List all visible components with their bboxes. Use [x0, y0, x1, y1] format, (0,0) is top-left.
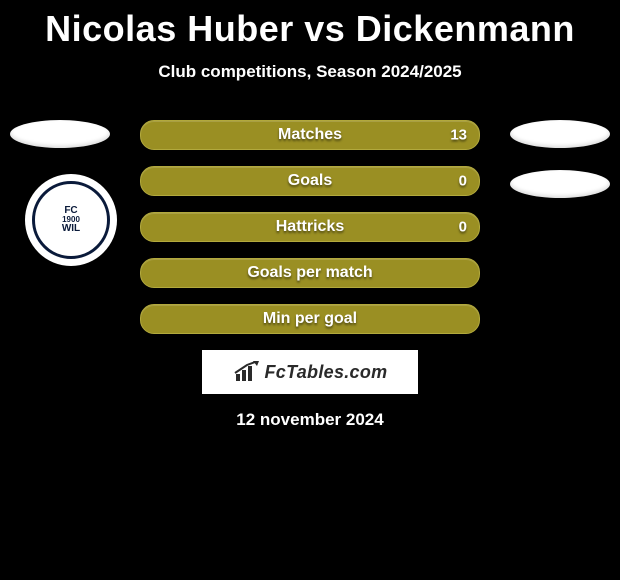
- stat-value: 0: [459, 173, 467, 190]
- stat-bar-goals: Goals 0: [140, 166, 480, 196]
- stat-label: Goals: [288, 172, 332, 190]
- player-slot-right-1: [510, 120, 610, 148]
- club-badge-inner: FC 1900 WIL: [32, 181, 110, 259]
- stat-bar-min-per-goal: Min per goal: [140, 304, 480, 334]
- stat-label: Goals per match: [247, 264, 372, 282]
- player-slot-left: [10, 120, 110, 148]
- page-title: Nicolas Huber vs Dickenmann: [0, 0, 620, 50]
- comparison-stage: FC 1900 WIL Matches 13 Goals 0 Hattricks…: [0, 120, 620, 430]
- club-badge: FC 1900 WIL: [25, 174, 117, 266]
- stat-bar-goals-per-match: Goals per match: [140, 258, 480, 288]
- branding-text: FcTables.com: [265, 362, 388, 383]
- stat-label: Hattricks: [276, 218, 344, 236]
- stat-bars: Matches 13 Goals 0 Hattricks 0 Goals per…: [140, 120, 480, 334]
- stat-label: Matches: [278, 126, 342, 144]
- page-subtitle: Club competitions, Season 2024/2025: [0, 62, 620, 82]
- branding-badge[interactable]: FcTables.com: [202, 350, 418, 394]
- stat-value: 0: [459, 219, 467, 236]
- player-slot-right-2: [510, 170, 610, 198]
- stat-value: 13: [450, 127, 467, 144]
- stat-label: Min per goal: [263, 310, 357, 328]
- stat-bar-hattricks: Hattricks 0: [140, 212, 480, 242]
- stat-bar-matches: Matches 13: [140, 120, 480, 150]
- footer-date: 12 november 2024: [0, 410, 620, 430]
- chart-icon: [233, 361, 261, 383]
- branding-text-inner: FcTables.com: [265, 362, 388, 382]
- club-badge-name: WIL: [62, 223, 80, 234]
- club-badge-text: FC 1900 WIL: [62, 206, 80, 234]
